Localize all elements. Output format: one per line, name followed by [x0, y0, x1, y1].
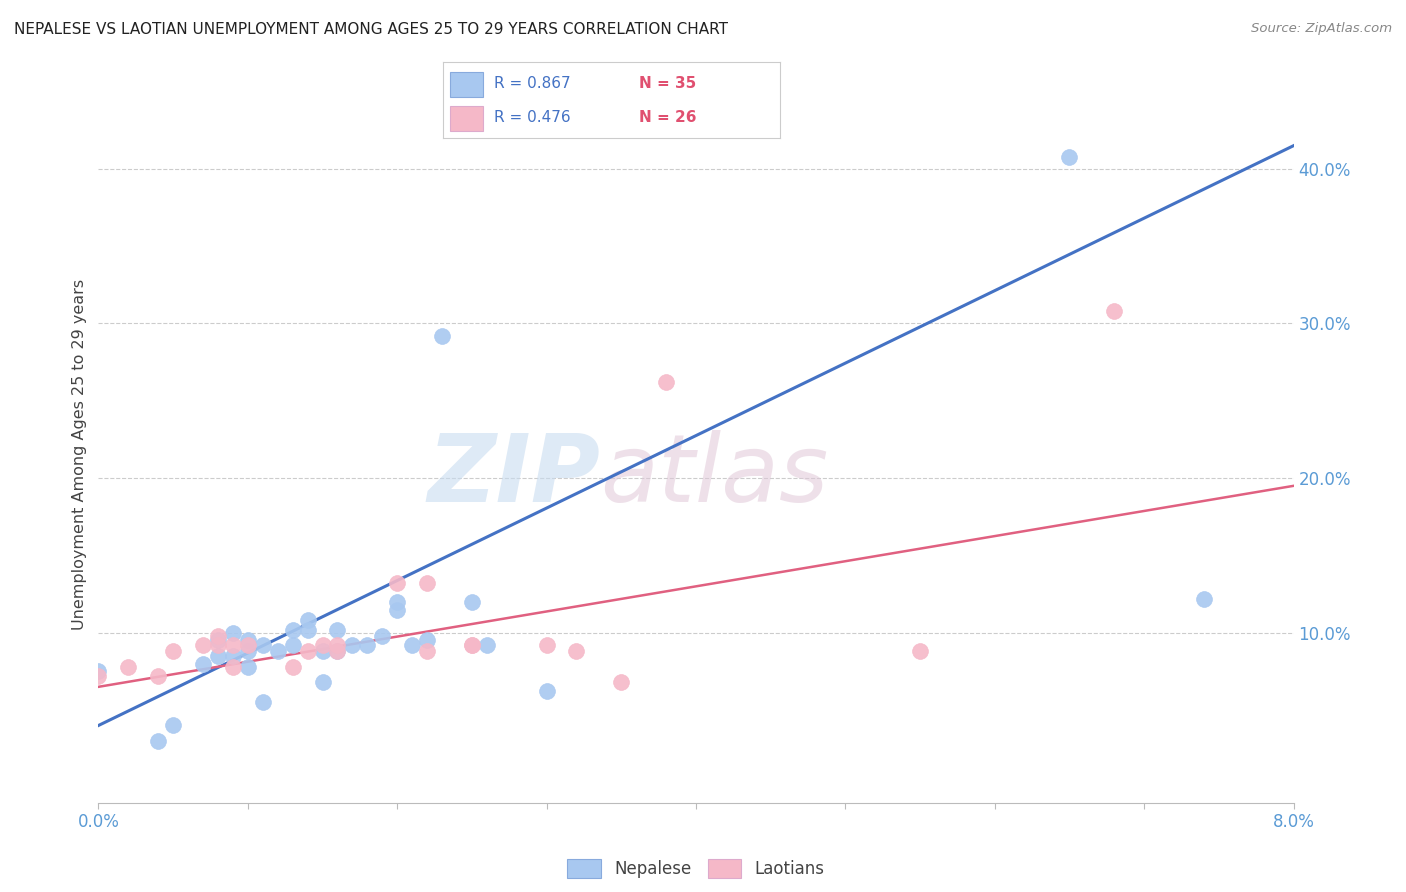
Point [385, 602, 409, 616]
Point [222, 659, 245, 673]
FancyBboxPatch shape [450, 105, 484, 130]
Text: R = 0.867: R = 0.867 [494, 76, 569, 91]
Point [236, 644, 259, 658]
Point [236, 659, 259, 673]
Text: N = 35: N = 35 [638, 76, 696, 91]
Text: R = 0.476: R = 0.476 [494, 111, 569, 125]
Point [461, 638, 484, 652]
Point [1059, 149, 1081, 163]
Point [908, 644, 931, 658]
Point [401, 638, 423, 652]
Point [342, 638, 364, 652]
Point [281, 638, 304, 652]
Point [326, 644, 349, 658]
Point [655, 376, 678, 390]
Point [430, 329, 453, 343]
Point [311, 675, 333, 690]
Point [252, 638, 274, 652]
Point [252, 695, 274, 709]
Point [267, 644, 290, 658]
Text: atlas: atlas [600, 430, 828, 521]
Point [236, 633, 259, 648]
Point [148, 669, 170, 683]
Point [162, 718, 184, 732]
Point [536, 638, 558, 652]
Point [222, 648, 245, 663]
Point [326, 623, 349, 637]
Legend: Nepalese, Laotians: Nepalese, Laotians [561, 853, 831, 885]
Point [326, 644, 349, 658]
Point [326, 638, 349, 652]
Point [148, 734, 170, 748]
Point [1102, 304, 1125, 318]
Point [162, 644, 184, 658]
Point [281, 623, 304, 637]
Point [385, 595, 409, 609]
Point [117, 659, 139, 673]
Point [461, 638, 484, 652]
Point [297, 644, 319, 658]
Point [207, 633, 229, 648]
Point [565, 644, 588, 658]
Point [311, 638, 333, 652]
Point [207, 638, 229, 652]
Point [222, 625, 245, 640]
Text: NEPALESE VS LAOTIAN UNEMPLOYMENT AMONG AGES 25 TO 29 YEARS CORRELATION CHART: NEPALESE VS LAOTIAN UNEMPLOYMENT AMONG A… [14, 22, 728, 37]
Point [87, 665, 110, 679]
Point [222, 638, 245, 652]
Point [297, 613, 319, 627]
Point [475, 638, 498, 652]
Point [191, 657, 214, 671]
Point [87, 669, 110, 683]
FancyBboxPatch shape [450, 71, 484, 96]
Point [461, 595, 484, 609]
Point [191, 638, 214, 652]
Y-axis label: Unemployment Among Ages 25 to 29 years: Unemployment Among Ages 25 to 29 years [72, 279, 87, 631]
Point [207, 629, 229, 643]
Text: ZIP: ZIP [427, 430, 600, 522]
Point [1192, 591, 1215, 606]
Point [236, 638, 259, 652]
Point [610, 675, 633, 690]
Point [281, 659, 304, 673]
Point [356, 638, 378, 652]
Point [536, 684, 558, 698]
Point [416, 576, 439, 591]
Point [371, 629, 394, 643]
Point [311, 644, 333, 658]
Point [416, 633, 439, 648]
Text: N = 26: N = 26 [638, 111, 696, 125]
Point [207, 648, 229, 663]
Point [385, 576, 409, 591]
Point [297, 623, 319, 637]
Point [416, 644, 439, 658]
Text: Source: ZipAtlas.com: Source: ZipAtlas.com [1251, 22, 1392, 36]
